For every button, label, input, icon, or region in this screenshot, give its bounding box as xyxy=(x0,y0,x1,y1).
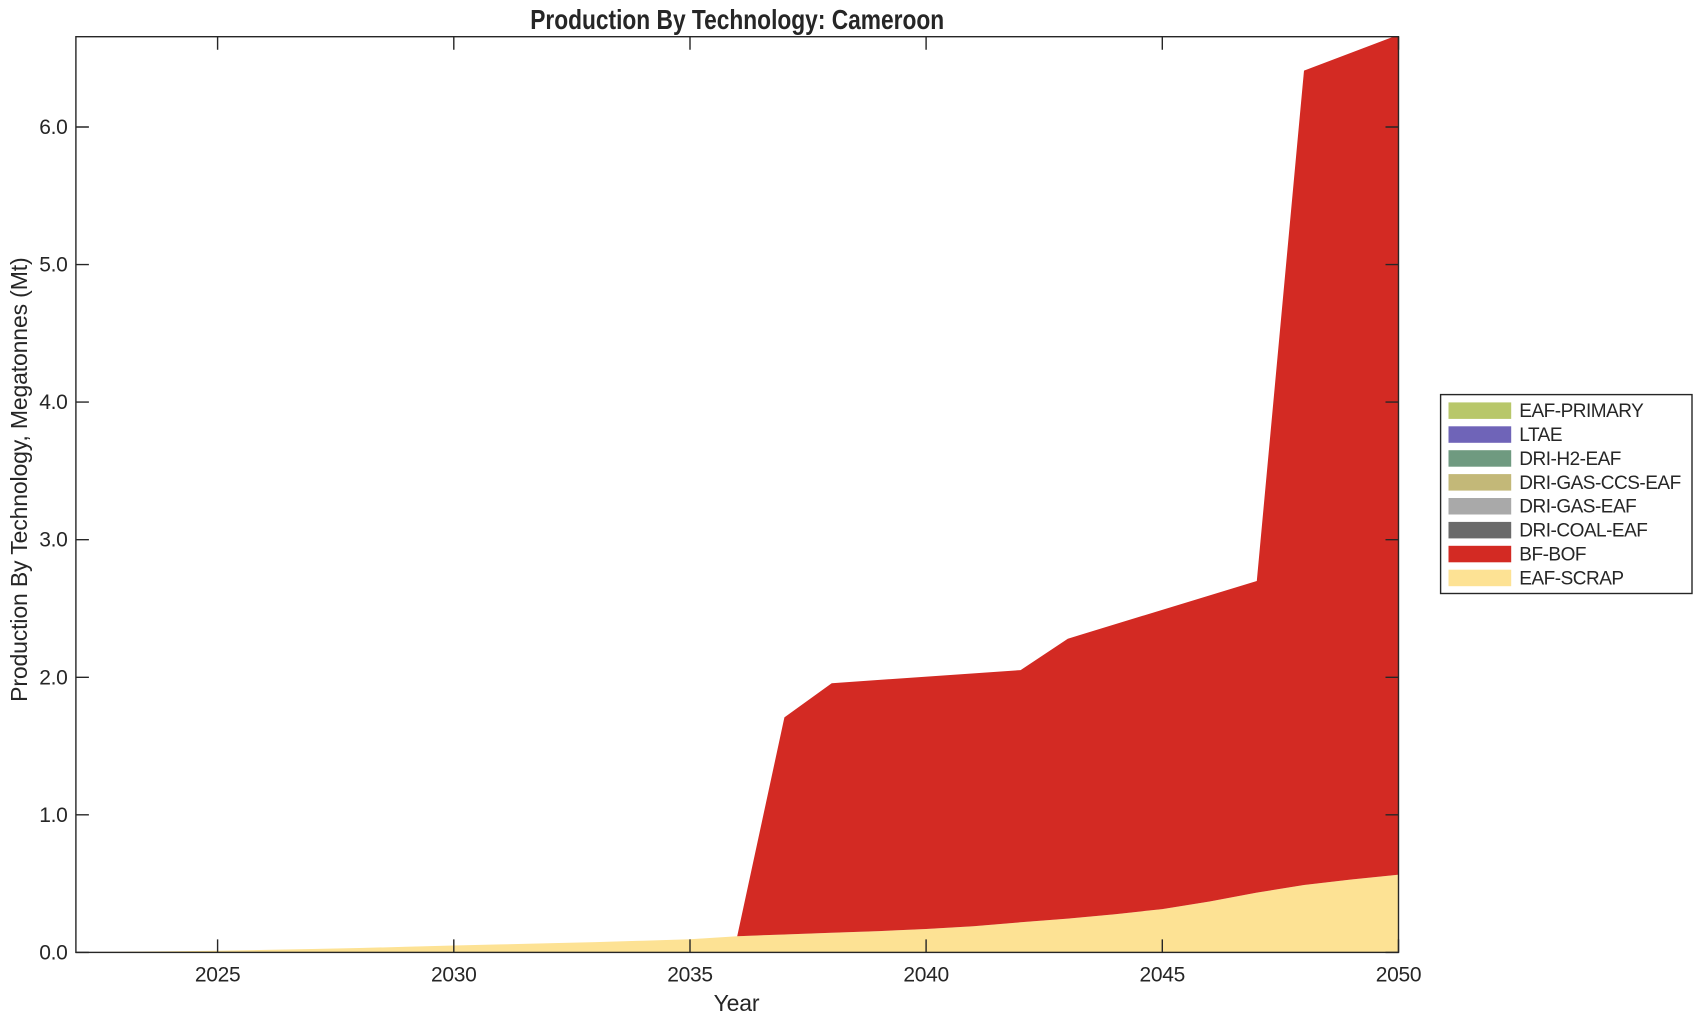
svg-text:1.0: 1.0 xyxy=(39,804,67,827)
svg-text:6.0: 6.0 xyxy=(39,116,67,139)
svg-text:DRI-GAS-CCS-EAF: DRI-GAS-CCS-EAF xyxy=(1519,473,1680,494)
svg-text:DRI-GAS-EAF: DRI-GAS-EAF xyxy=(1519,497,1636,518)
svg-text:2040: 2040 xyxy=(903,964,949,987)
svg-text:2050: 2050 xyxy=(1376,964,1422,987)
svg-text:2035: 2035 xyxy=(667,964,713,987)
svg-text:3.0: 3.0 xyxy=(39,529,67,552)
svg-text:0.0: 0.0 xyxy=(39,941,67,964)
svg-text:Production By Technology: Came: Production By Technology: Cameroon xyxy=(530,4,944,35)
svg-text:Year: Year xyxy=(714,990,760,1016)
svg-text:EAF-SCRAP: EAF-SCRAP xyxy=(1519,568,1623,589)
svg-text:4.0: 4.0 xyxy=(39,391,67,414)
svg-text:Production By Technology, Mega: Production By Technology, Megatonnes (Mt… xyxy=(6,258,32,702)
svg-text:5.0: 5.0 xyxy=(39,254,67,277)
svg-text:2030: 2030 xyxy=(431,964,477,987)
svg-text:2045: 2045 xyxy=(1140,964,1186,987)
svg-text:BF-BOF: BF-BOF xyxy=(1519,545,1586,566)
svg-text:2.0: 2.0 xyxy=(39,666,67,689)
svg-text:DRI-H2-EAF: DRI-H2-EAF xyxy=(1519,449,1621,470)
svg-text:2025: 2025 xyxy=(195,964,241,987)
svg-text:LTAE: LTAE xyxy=(1519,425,1562,446)
svg-text:EAF-PRIMARY: EAF-PRIMARY xyxy=(1519,401,1644,422)
svg-text:DRI-COAL-EAF: DRI-COAL-EAF xyxy=(1519,521,1647,542)
